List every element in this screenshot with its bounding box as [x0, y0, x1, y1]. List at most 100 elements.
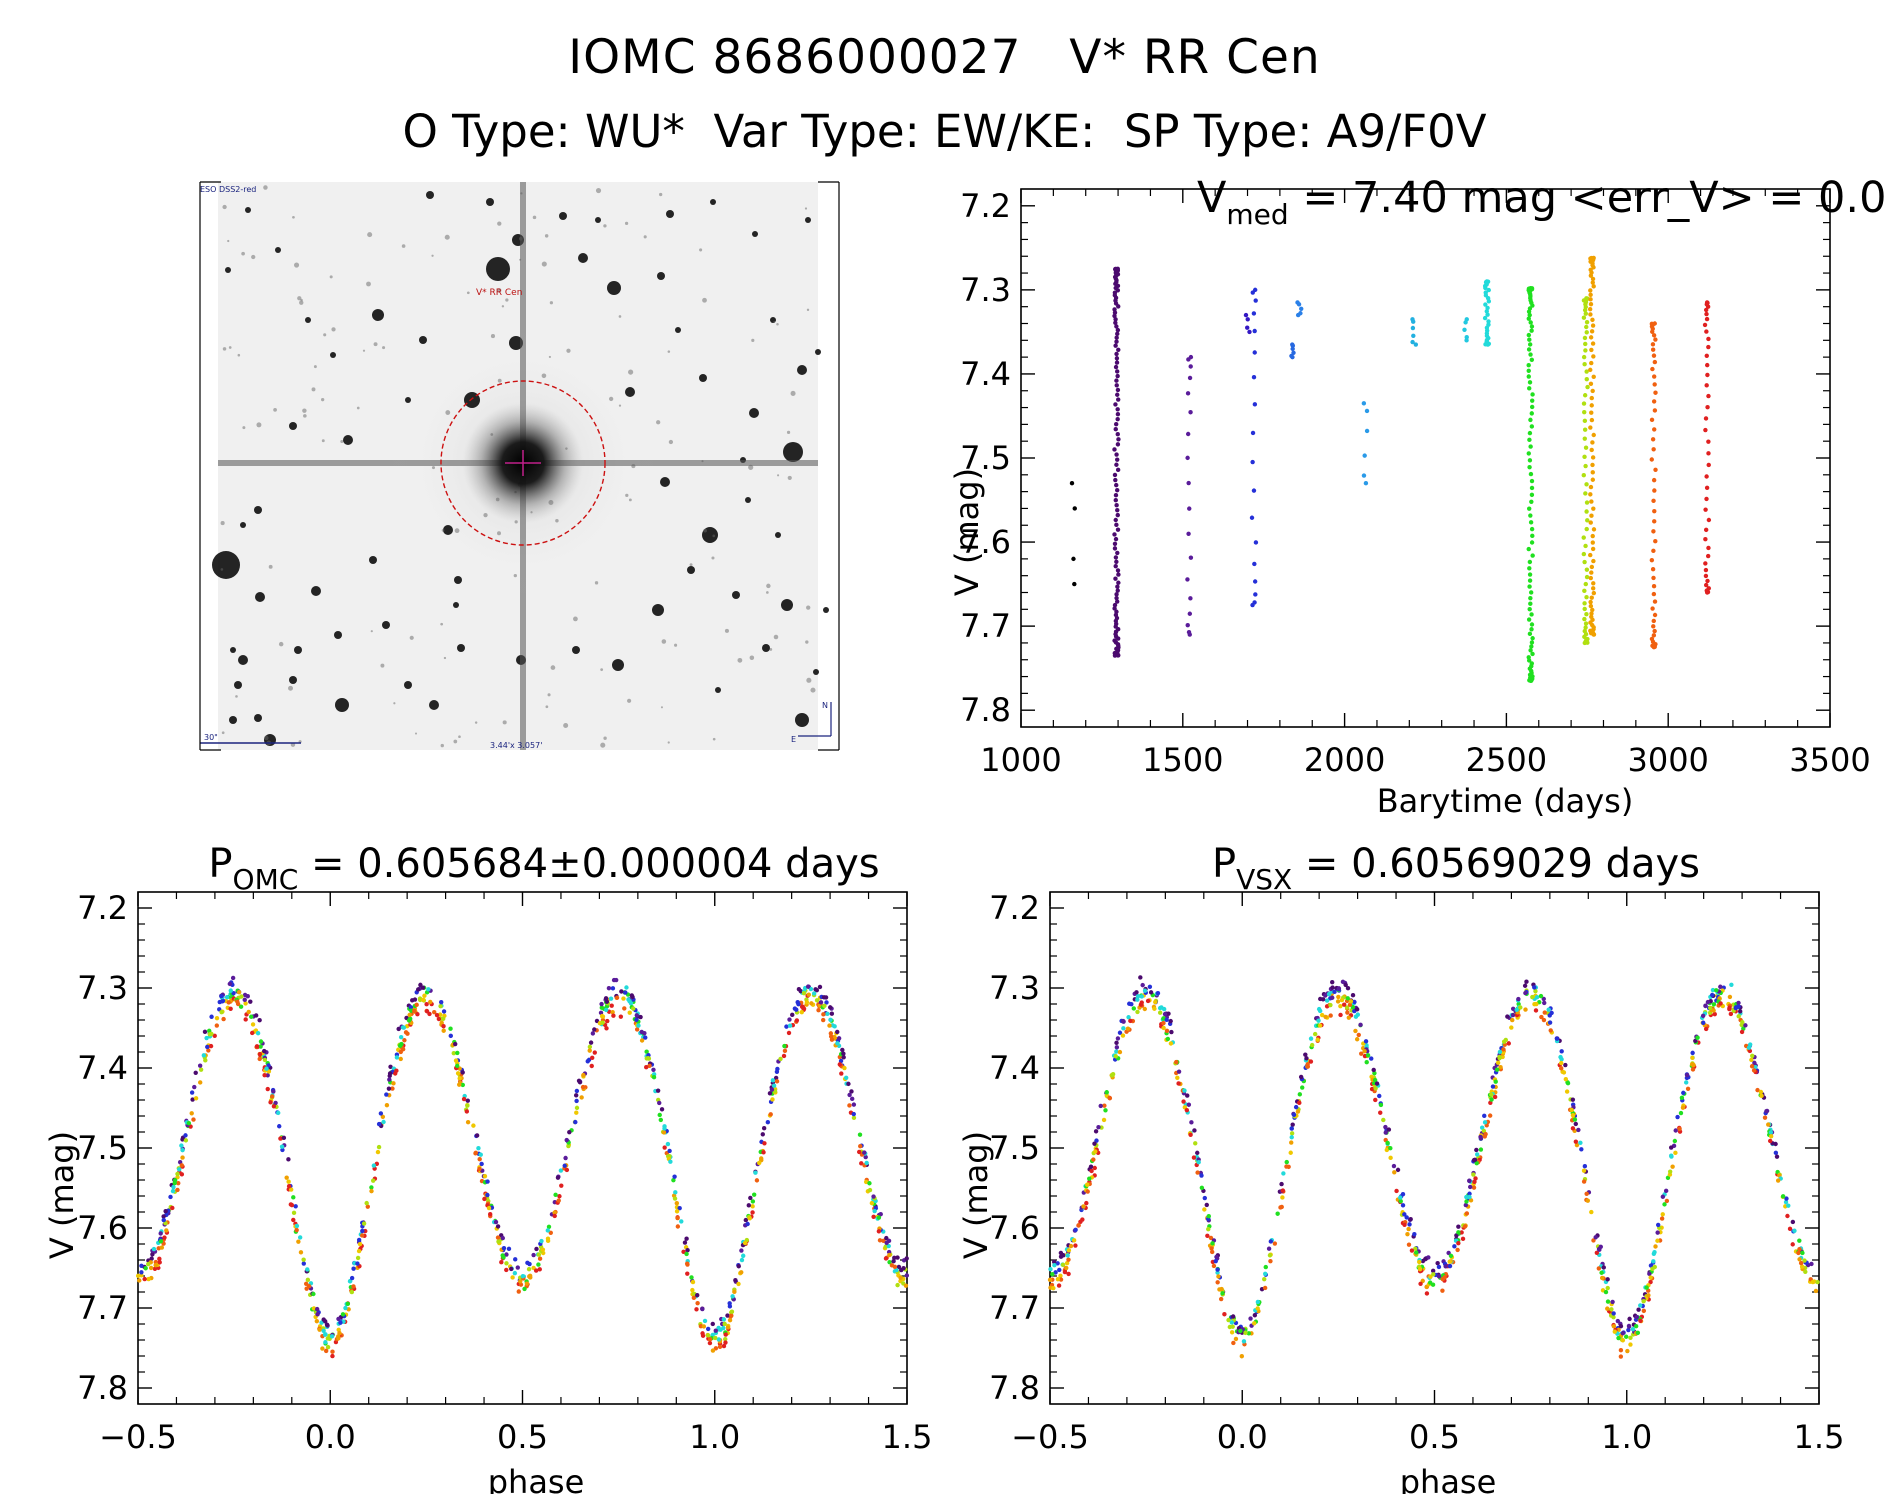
data-point — [1589, 595, 1594, 600]
data-point — [781, 1053, 787, 1059]
data-point — [531, 1252, 536, 1258]
data-point — [1768, 1130, 1774, 1135]
data-point — [552, 1210, 557, 1215]
data-point — [1388, 1146, 1393, 1151]
data-point — [1660, 1194, 1666, 1199]
data-point — [1705, 553, 1711, 559]
data-point — [180, 1147, 185, 1153]
plot-frame — [1049, 891, 1820, 1405]
faint-star — [603, 736, 607, 740]
data-point — [1245, 325, 1250, 330]
data-point — [1569, 1107, 1574, 1113]
data-point — [1529, 612, 1534, 617]
data-point — [1588, 575, 1594, 581]
data-point — [135, 1273, 141, 1279]
data-point — [1584, 567, 1590, 572]
data-point — [895, 1255, 900, 1260]
data-point — [1112, 313, 1117, 319]
data-point — [1241, 1339, 1247, 1344]
data-point — [1651, 584, 1657, 589]
faint-star — [790, 390, 796, 396]
data-point — [1112, 472, 1118, 478]
data-point — [1610, 1299, 1615, 1305]
data-point — [1591, 284, 1596, 289]
data-point — [257, 1056, 262, 1062]
data-point — [1473, 1176, 1478, 1181]
data-point — [1115, 527, 1121, 532]
data-point — [1113, 555, 1119, 560]
data-point — [1309, 1042, 1315, 1048]
data-point — [1565, 1081, 1571, 1086]
data-point — [1588, 367, 1593, 373]
data-point — [533, 1268, 539, 1273]
faint-star — [548, 355, 551, 359]
data-point — [137, 1278, 142, 1283]
data-point — [465, 1098, 470, 1103]
data-point — [545, 1238, 551, 1244]
data-point — [1712, 1011, 1717, 1017]
data-point — [1428, 1274, 1433, 1279]
data-point — [1116, 580, 1121, 585]
data-point — [179, 1143, 184, 1148]
data-point — [1113, 317, 1118, 322]
data-point — [829, 1037, 835, 1042]
star — [443, 525, 453, 535]
data-point — [175, 1187, 180, 1193]
data-point — [1227, 1324, 1233, 1330]
data-point — [700, 1331, 705, 1336]
data-point — [314, 1306, 320, 1312]
data-point — [1710, 987, 1716, 993]
data-point — [534, 1246, 539, 1252]
data-point — [1196, 1159, 1201, 1165]
data-point — [1486, 299, 1492, 304]
data-point — [1342, 1002, 1347, 1007]
data-point — [152, 1266, 158, 1272]
data-point — [1775, 1178, 1781, 1183]
data-point — [1410, 339, 1415, 345]
data-point — [1588, 425, 1593, 430]
data-point — [1272, 1241, 1278, 1246]
star — [612, 659, 624, 671]
faint-star — [810, 687, 816, 693]
faint-star — [340, 439, 344, 443]
data-point — [1112, 310, 1118, 315]
data-point — [1633, 1323, 1639, 1329]
data-point — [1526, 546, 1531, 552]
data-point — [424, 1002, 429, 1007]
data-point — [228, 1006, 233, 1011]
data-point — [1583, 445, 1589, 450]
star — [457, 644, 465, 652]
data-point — [1591, 632, 1596, 637]
data-point — [1526, 347, 1532, 352]
data-point — [642, 1030, 647, 1036]
data-point — [1112, 541, 1118, 546]
data-point — [1685, 1086, 1691, 1091]
data-point — [1187, 611, 1193, 616]
data-point — [347, 1279, 353, 1284]
data-point — [564, 1167, 570, 1173]
data-point — [1114, 599, 1120, 604]
data-point — [690, 1279, 696, 1285]
data-point — [1391, 1163, 1397, 1169]
data-point — [665, 1141, 671, 1147]
data-point — [1584, 330, 1589, 335]
data-point — [1582, 307, 1588, 313]
data-point — [884, 1235, 889, 1241]
data-point — [1736, 1000, 1741, 1006]
data-point — [288, 1202, 294, 1207]
data-point — [1616, 1335, 1621, 1341]
star — [334, 631, 342, 639]
data-point — [1185, 431, 1191, 437]
data-point — [1611, 1324, 1617, 1329]
data-point — [457, 1082, 462, 1087]
data-point — [204, 1035, 209, 1041]
data-point — [207, 1032, 213, 1037]
data-point — [360, 1233, 365, 1238]
data-point — [1563, 1077, 1569, 1082]
data-point — [804, 1000, 810, 1005]
faint-star — [659, 192, 663, 197]
data-point — [1113, 320, 1118, 326]
data-point — [1591, 1238, 1596, 1243]
data-point — [1584, 595, 1589, 600]
data-point — [1250, 459, 1255, 465]
